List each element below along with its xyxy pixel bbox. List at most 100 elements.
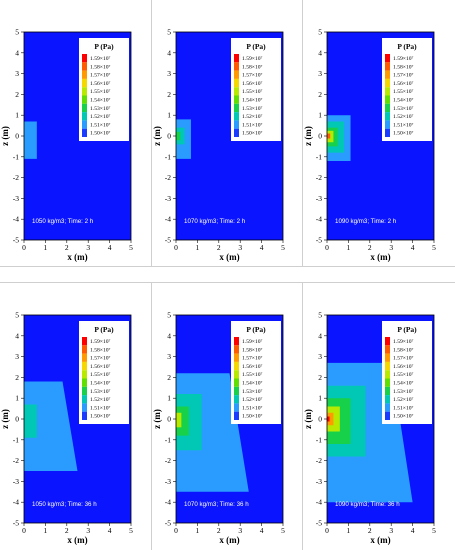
legend-label-6: 1.54×10⁷ [242,98,263,104]
contour-panel-6: 0 1 2 3 4 5 5 4 3 2 1 0 -1 -2 -3 -4 -5 x (m) z (m) P (Pa) 1.… [303,311,436,546]
y-tick-label--2: -2 [13,173,19,182]
legend-label-1: 1.59×10⁷ [242,339,263,345]
legend-label-7: 1.53×10⁷ [242,106,263,112]
x-tick-label-0: 0 [22,526,26,535]
legend-swatch-4 [385,361,390,371]
x-tick-label-3: 3 [238,243,242,252]
legend-swatch-3 [234,70,239,79]
y-tick-label--5: -5 [13,236,19,245]
contour-panel-4: 0 1 2 3 4 5 5 4 3 2 1 0 -1 -2 -3 -4 -5 x (m) z (m) P (Pa) 1.… [0,311,133,546]
legend-swatch-5 [234,87,239,96]
x-tick-label-2: 2 [368,243,372,252]
legend-label-8: 1.52×10⁷ [393,114,414,120]
y-tick-label--2: -2 [316,456,322,465]
x-tick-label-1: 1 [347,243,351,252]
legend-label-4: 1.56×10⁷ [393,81,414,87]
legend-label-5: 1.55×10⁷ [90,89,111,95]
y-tick-label-2: 2 [15,90,19,99]
x-tick-label-1: 1 [196,526,200,535]
y-tick-label--3: -3 [165,477,171,486]
legend-swatch-6 [82,95,87,104]
legend-label-1: 1.59×10⁷ [90,339,111,345]
legend-swatch-5 [82,370,87,379]
y-tick-label-5: 5 [318,28,322,37]
legend-swatch-10 [234,128,239,137]
legend-label-3: 1.57×10⁷ [242,73,263,79]
y-axis-label: z (m) [303,126,313,146]
legend-swatch-6 [234,95,239,104]
legend-label-3: 1.57×10⁷ [90,356,111,362]
pressure-zones [176,119,191,159]
legend-swatch-1 [234,54,239,63]
legend-swatch-2 [234,62,239,71]
x-tick-label-5: 5 [432,526,436,535]
legend-label-2: 1.58×10⁷ [242,64,263,70]
y-tick-label-2: 2 [167,373,171,382]
pressure-zones [24,121,37,159]
pressure-legend: P (Pa) 1.59×10⁷ 1.58×10⁷ 1.57×10⁷ 1.56×10⁷ 1.… [231,38,281,141]
legend-title: P (Pa) [246,325,266,334]
legend-label-3: 1.57×10⁷ [393,73,414,79]
legend-swatch-5 [385,370,390,379]
legend-swatch-9 [82,120,87,129]
legend-label-10: 1.50×10⁷ [242,131,263,137]
pressure-zone-3 [176,131,181,141]
legend-swatch-5 [82,87,87,96]
x-tick-label-4: 4 [260,243,264,252]
legend-label-8: 1.52×10⁷ [242,397,263,403]
x-tick-label-2: 2 [65,243,69,252]
y-axis-label: z (m) [152,409,162,429]
legend-swatch-7 [82,386,87,396]
y-tick-label-4: 4 [15,48,19,57]
legend-label-10: 1.50×10⁷ [242,414,263,420]
y-tick-label-3: 3 [318,352,322,361]
legend-label-5: 1.55×10⁷ [90,372,111,378]
pressure-legend: P (Pa) 1.59×10⁷ 1.58×10⁷ 1.57×10⁷ 1.56×10⁷ 1.… [382,38,432,141]
y-tick-label-0: 0 [167,132,171,141]
legend-swatch-2 [385,345,390,354]
contour-panel-2: 0 1 2 3 4 5 5 4 3 2 1 0 -1 -2 -3 -4 -5 x (m) z (m) P (Pa) 1.… [152,28,285,263]
x-tick-label-4: 4 [260,526,264,535]
y-tick-label-5: 5 [15,311,19,320]
case-annotation: 1070 kg/m3; Time: 36 h [184,501,249,508]
row-divider-top [0,266,455,267]
y-tick-label-1: 1 [15,394,19,403]
legend-swatch-1 [82,337,87,346]
legend-swatch-1 [385,54,390,63]
vertical-divider-left [151,0,152,266]
pressure-zones [327,115,351,161]
y-tick-label--1: -1 [13,435,19,444]
y-tick-label--1: -1 [165,152,171,161]
y-tick-label--4: -4 [165,215,171,224]
x-tick-label-1: 1 [196,243,200,252]
y-tick-label-5: 5 [167,28,171,37]
y-axis-label: z (m) [303,409,313,429]
y-tick-label--5: -5 [316,236,322,245]
pressure-zone-4 [176,412,182,428]
legend-label-10: 1.50×10⁷ [393,131,414,137]
y-tick-label-0: 0 [15,415,19,424]
y-axis-label: z (m) [152,126,162,146]
legend-label-1: 1.59×10⁷ [90,56,111,62]
legend-box [382,321,432,424]
legend-swatch-9 [385,403,390,412]
y-tick-label--1: -1 [316,152,322,161]
legend-label-10: 1.50×10⁷ [393,414,414,420]
y-axis-label: z (m) [0,409,10,429]
x-axis-label: x (m) [67,535,87,545]
x-tick-label-2: 2 [217,526,221,535]
legend-swatch-6 [385,378,390,387]
legend-swatch-4 [234,78,239,88]
legend-box [79,38,129,141]
x-tick-label-5: 5 [129,243,133,252]
legend-label-2: 1.58×10⁷ [90,64,111,70]
x-tick-label-0: 0 [174,243,178,252]
x-tick-label-5: 5 [281,526,285,535]
legend-swatch-10 [234,411,239,420]
legend-label-7: 1.53×10⁷ [393,389,414,395]
y-tick-label-3: 3 [167,69,171,78]
y-tick-label--4: -4 [316,498,322,507]
legend-label-9: 1.51×10⁷ [393,122,414,128]
legend-label-2: 1.58×10⁷ [90,347,111,353]
legend-swatch-8 [385,395,390,404]
